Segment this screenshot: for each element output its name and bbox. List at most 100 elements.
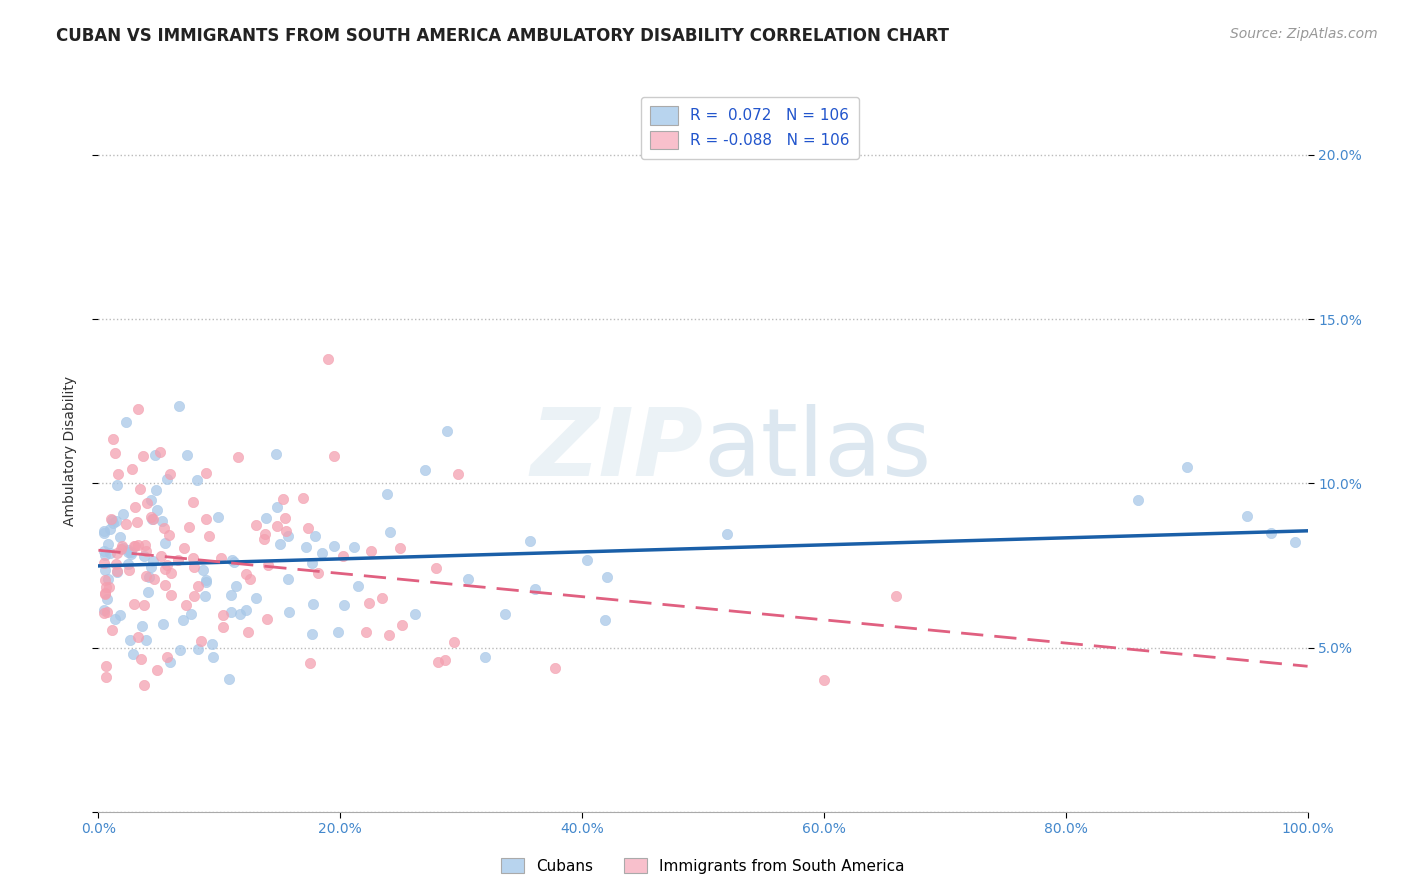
Point [152, 514, 174, 528]
Point [160, 588, 183, 602]
Point [94, 563, 117, 577]
Point [218, 672, 240, 686]
Point [211, 550, 233, 565]
Point [135, 543, 157, 558]
Point [253, 532, 276, 546]
Point [322, 539, 344, 553]
Point [139, 492, 162, 507]
Point [145, 448, 167, 462]
Point [434, 653, 457, 667]
Point [219, 605, 242, 619]
Point [100, 512, 122, 526]
Y-axis label: Ambulatory Disability: Ambulatory Disability [63, 376, 77, 525]
Point [316, 351, 339, 366]
Point [278, 605, 301, 619]
Point [142, 511, 165, 525]
Point [142, 554, 165, 568]
Point [153, 562, 176, 576]
Point [159, 467, 181, 482]
Point [380, 524, 402, 539]
Point [142, 573, 165, 587]
Point [117, 545, 139, 559]
Point [131, 619, 153, 633]
Point [96, 670, 118, 684]
Point [139, 509, 162, 524]
Point [156, 649, 179, 664]
Point [187, 642, 209, 657]
Point [207, 509, 229, 524]
Point [297, 520, 319, 534]
Point [443, 634, 465, 648]
Point [124, 500, 146, 514]
Point [93, 573, 115, 587]
Point [166, 553, 188, 567]
Point [117, 557, 139, 571]
Point [183, 589, 205, 603]
Text: CUBAN VS IMMIGRANTS FROM SOUTH AMERICA AMBULATORY DISABILITY CORRELATION CHART: CUBAN VS IMMIGRANTS FROM SOUTH AMERICA A… [56, 27, 949, 45]
Point [257, 558, 280, 573]
Point [266, 447, 288, 461]
Point [194, 574, 217, 589]
Point [201, 637, 224, 651]
Point [277, 529, 299, 543]
Point [104, 611, 127, 625]
Point [354, 624, 377, 639]
Point [127, 401, 149, 416]
Point [94, 580, 117, 594]
Point [266, 500, 288, 515]
Point [117, 543, 139, 558]
Point [157, 528, 180, 542]
Point [360, 544, 382, 558]
Point [103, 516, 125, 531]
Point [716, 527, 738, 541]
Point [124, 539, 146, 553]
Point [235, 602, 257, 616]
Legend: R =  0.072   N = 106, R = -0.088   N = 106: R = 0.072 N = 106, R = -0.088 N = 106 [641, 97, 859, 159]
Point [544, 661, 567, 675]
Point [194, 589, 217, 603]
Point [177, 520, 200, 534]
Point [159, 655, 181, 669]
Point [375, 486, 398, 500]
Point [98, 522, 121, 536]
Point [193, 563, 215, 577]
Point [134, 549, 156, 564]
Point [307, 566, 329, 581]
Point [436, 424, 458, 438]
Point [174, 598, 197, 612]
Point [114, 517, 136, 532]
Point [236, 624, 259, 639]
Point [245, 518, 267, 533]
Point [96, 605, 118, 619]
Point [298, 656, 321, 670]
Point [153, 578, 176, 592]
Point [180, 607, 202, 622]
Point [172, 613, 194, 627]
Point [253, 526, 276, 541]
Point [254, 511, 277, 525]
Point [139, 559, 162, 574]
Point [273, 491, 295, 506]
Point [94, 658, 117, 673]
Point [160, 566, 183, 580]
Point [332, 549, 354, 563]
Point [183, 559, 205, 574]
Point [576, 552, 599, 566]
Point [153, 536, 176, 550]
Point [274, 511, 297, 525]
Point [153, 521, 176, 535]
Legend: Cubans, Immigrants from South America: Cubans, Immigrants from South America [495, 852, 911, 880]
Point [98, 546, 121, 560]
Point [105, 546, 128, 560]
Point [332, 598, 354, 612]
Point [190, 633, 212, 648]
Point [145, 503, 167, 517]
Point [120, 545, 142, 559]
Point [97, 536, 120, 550]
Point [301, 627, 323, 641]
Point [219, 588, 242, 602]
Point [156, 558, 179, 572]
Point [311, 546, 333, 560]
Point [194, 512, 217, 526]
Point [301, 556, 323, 570]
